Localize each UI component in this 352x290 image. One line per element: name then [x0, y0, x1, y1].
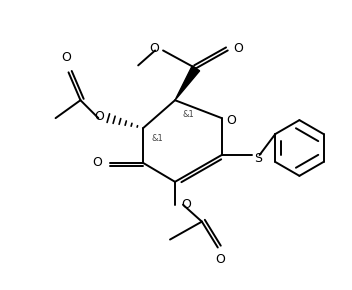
- Text: O: O: [93, 156, 102, 169]
- Text: O: O: [62, 51, 71, 64]
- Polygon shape: [175, 66, 200, 100]
- Text: O: O: [234, 42, 244, 55]
- Text: O: O: [226, 114, 235, 127]
- Text: O: O: [149, 42, 159, 55]
- Text: O: O: [181, 198, 191, 211]
- Text: O: O: [94, 110, 104, 123]
- Text: &1: &1: [183, 110, 195, 119]
- Text: O: O: [215, 253, 225, 267]
- Text: S: S: [254, 153, 262, 165]
- Text: &1: &1: [151, 133, 163, 142]
